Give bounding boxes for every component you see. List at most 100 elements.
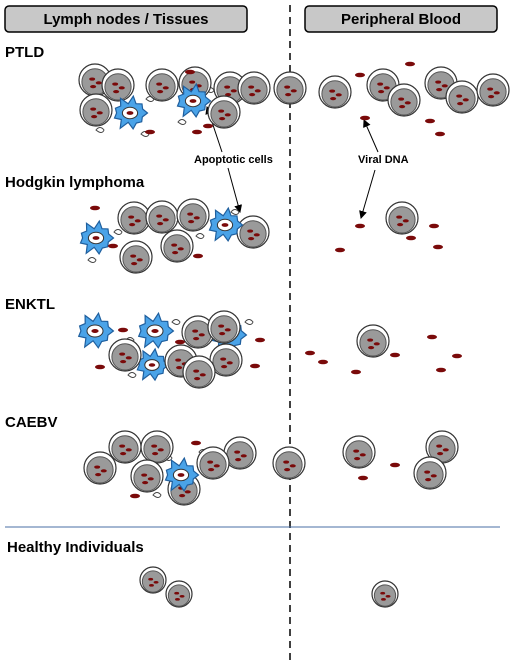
row-label-hodgkin: Hodgkin lymphoma — [5, 174, 145, 191]
viral-dna-layer — [90, 61, 462, 499]
viral-dna-mark — [193, 253, 203, 259]
viral-dna-mark — [185, 69, 195, 75]
lymphocyte — [207, 95, 241, 129]
lymphocyte — [165, 580, 193, 608]
lymphocyte — [182, 355, 216, 389]
viral-dna-mark — [360, 115, 370, 121]
lymphocyte — [237, 71, 271, 105]
header-peripheral-blood: Peripheral Blood — [304, 5, 498, 33]
viral-dna-mark — [191, 440, 201, 446]
lymphocyte — [318, 75, 352, 109]
lymphocyte — [181, 315, 215, 349]
apoptotic-fragment — [244, 319, 254, 325]
viral-dna-mark — [192, 129, 202, 135]
apoptotic-fragment — [113, 229, 123, 235]
apoptotic-cell — [113, 94, 149, 131]
svg-text:Lymph nodes / Tissues: Lymph nodes / Tissues — [43, 11, 208, 28]
lymphocyte — [160, 229, 194, 263]
apoptotic-fragment — [195, 233, 205, 239]
lymphocyte — [207, 310, 241, 344]
row-label-healthy: Healthy Individuals — [7, 539, 144, 556]
viral-dna-mark — [95, 364, 105, 370]
viral-dna-mark — [429, 223, 439, 229]
lymphocyte — [387, 83, 421, 117]
lymphocyte — [356, 324, 390, 358]
apoptotic-fragment — [87, 257, 97, 263]
viral-dna-mark — [130, 493, 140, 499]
viral-dna-mark — [90, 205, 100, 211]
lymphocyte — [236, 215, 270, 249]
lymphocyte — [108, 430, 142, 464]
viral-dna-mark — [108, 243, 118, 249]
lymphocyte — [209, 343, 243, 377]
viral-dna-mark — [255, 337, 265, 343]
viral-dna-mark — [358, 475, 368, 481]
cells-layer — [77, 63, 510, 608]
lymphocyte — [445, 80, 479, 114]
viral-dna-mark — [427, 334, 437, 340]
row-label-ptld: PTLD — [5, 44, 44, 61]
lymphocyte — [101, 68, 135, 102]
lymphocyte — [176, 198, 210, 232]
viral-dna-mark — [335, 247, 345, 253]
lymphocyte — [223, 436, 257, 470]
apoptotic-cell — [136, 347, 170, 382]
viral-dna-mark — [405, 61, 415, 67]
apoptotic-fragment — [95, 127, 105, 133]
apoptotic-cell — [79, 219, 115, 256]
apoptotic-cell — [77, 311, 115, 349]
viral-dna-mark — [145, 129, 155, 135]
apoptotic-cell — [176, 82, 212, 119]
lymphocyte — [130, 459, 164, 493]
viral-dna-mark — [250, 363, 260, 369]
lymphocyte — [83, 451, 117, 485]
apoptotic-fragment — [171, 319, 181, 325]
viral-dna-mark — [318, 359, 328, 365]
apoptotic-cell — [208, 206, 244, 243]
viral-dna-mark — [435, 131, 445, 137]
viral-dna-mark — [203, 123, 213, 129]
annotation-viral-dna: Viral DNA — [358, 154, 409, 166]
viral-dna-mark — [355, 72, 365, 78]
lymphocyte — [79, 93, 113, 127]
lymphocyte — [139, 566, 167, 594]
lymphocyte — [196, 446, 230, 480]
viral-dna-mark — [305, 350, 315, 356]
annotation-apoptotic-cells: Apoptotic cells — [194, 154, 273, 166]
apoptotic-cell — [164, 456, 200, 493]
lymphocyte — [385, 201, 419, 235]
apoptotic-fragment — [152, 492, 162, 498]
lymphocyte — [342, 435, 376, 469]
row-label-enktl: ENKTL — [5, 296, 55, 313]
header-lymph-nodes: Lymph nodes / Tissues — [4, 5, 248, 33]
viral-dna-mark — [175, 339, 185, 345]
lymphocyte — [108, 338, 142, 372]
apoptotic-fragment — [127, 372, 137, 378]
viral-dna-mark — [351, 369, 361, 375]
row-label-caebv: CAEBV — [5, 414, 58, 431]
apoptotic-fragment — [230, 209, 240, 215]
lymphocyte — [476, 73, 510, 107]
lymphocyte — [117, 201, 151, 235]
apoptotic-cell — [137, 311, 175, 349]
viral-dna-mark — [355, 223, 365, 229]
lymphocyte — [145, 68, 179, 102]
viral-dna-mark — [406, 235, 416, 241]
viral-dna-mark — [436, 367, 446, 373]
lymphocyte — [272, 446, 306, 480]
viral-dna-mark — [118, 327, 128, 333]
viral-dna-mark — [452, 353, 462, 359]
viral-dna-mark — [390, 352, 400, 358]
viral-dna-mark — [433, 244, 443, 250]
viral-dna-mark — [390, 462, 400, 468]
viral-dna-mark — [425, 118, 435, 124]
lymphocyte — [413, 456, 447, 490]
lymphocyte — [119, 240, 153, 274]
apoptotic-fragment — [177, 119, 187, 125]
lymphocyte — [140, 430, 174, 464]
lymphocyte — [371, 580, 399, 608]
svg-text:Peripheral Blood: Peripheral Blood — [341, 11, 461, 28]
lymphocyte — [273, 71, 307, 105]
lymphocyte — [145, 200, 179, 234]
